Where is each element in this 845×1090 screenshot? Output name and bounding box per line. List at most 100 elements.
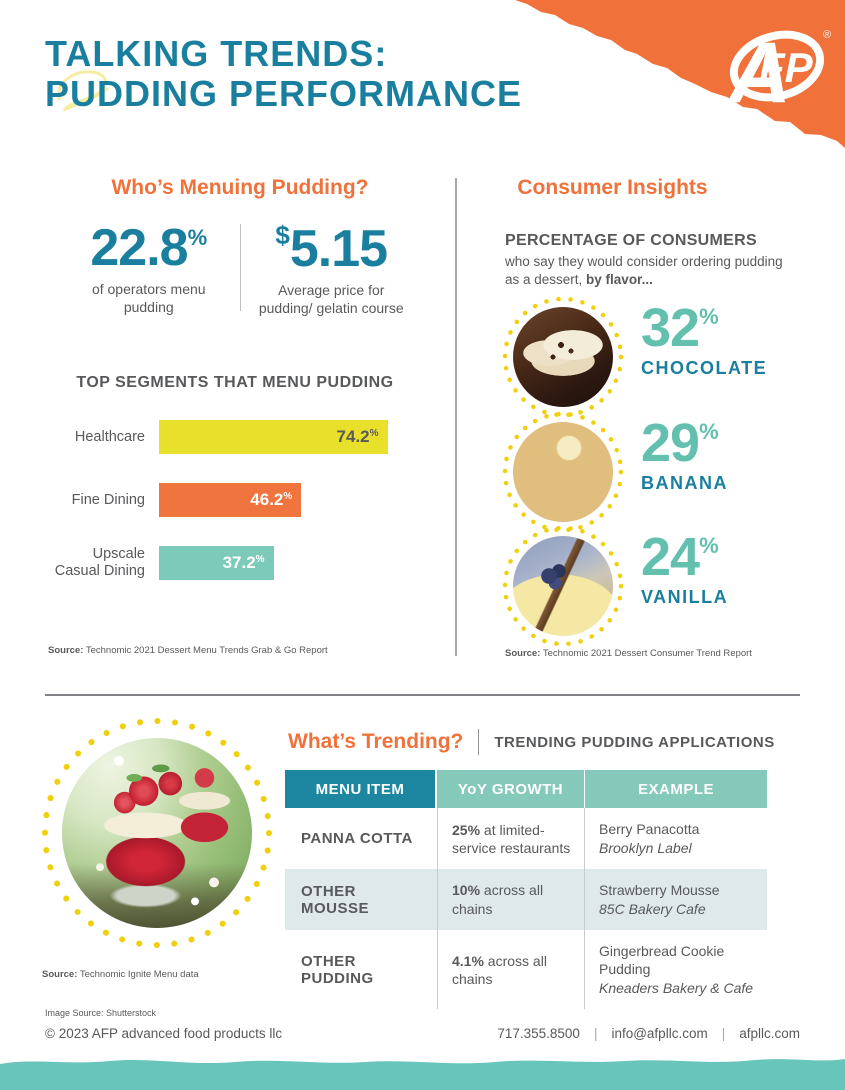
bar-track: 74.2% <box>159 420 467 454</box>
table-row: OTHER MOUSSE 10% across all chains Straw… <box>285 868 767 930</box>
page-title-line1: TALKING TRENDS: <box>45 33 388 74</box>
contact-separator: | <box>593 1026 598 1041</box>
yellow-doodle <box>57 70 110 112</box>
vanilla-photo-circle <box>501 524 625 648</box>
banana-photo-circle <box>501 410 625 534</box>
bar-value: 46.2% <box>250 490 293 509</box>
bar-label: Fine Dining <box>71 491 145 508</box>
bar-row-upscale-casual: Upscale Casual Dining 37.2% <box>45 546 470 580</box>
menuing-section-heading: Who’s Menuing Pudding? <box>111 176 369 199</box>
stat-avg-price-value: $5.15 <box>275 220 388 278</box>
strawberry-pudding-photo <box>62 738 252 928</box>
insights-section-heading: Consumer Insights <box>517 176 708 199</box>
afp-logo-letters-fp: FP <box>759 44 814 91</box>
flavor-chocolate-value: 32% <box>641 298 719 358</box>
bar-value: 37.2% <box>222 553 265 572</box>
website-url: afpllc.com <box>739 1026 800 1041</box>
bar-value: 74.2% <box>336 427 379 446</box>
stat-operators: 22.8% of operators menu pudding <box>58 218 240 317</box>
chocolate-photo-circle <box>501 295 625 419</box>
page-title-line2: PUDDING PERFORMANCE <box>45 72 523 114</box>
section-divider <box>45 694 800 696</box>
email-address: info@afpllc.com <box>611 1026 708 1041</box>
stat-avg-price-label: Average price for pudding/ gelatin cours… <box>258 282 404 317</box>
table-row: PANNA COTTA 25% at limited-service resta… <box>285 808 767 869</box>
flavor-vanilla-text: 24% VANILLA <box>641 524 728 648</box>
growth-cell: 25% at limited-service restaurants <box>437 808 585 869</box>
column-header-menu-item: MENU ITEM <box>285 770 437 808</box>
bar-upscale-casual: 37.2% <box>159 546 274 580</box>
menu-item-cell: PANNA COTTA <box>301 830 413 848</box>
growth-cell: 10% across all chains <box>437 868 585 930</box>
column-header-yoy-growth: YoY GROWTH <box>437 770 585 808</box>
teal-footer-band <box>0 1059 845 1090</box>
menuing-source: Source: Technomic 2021 Dessert Menu Tren… <box>48 645 328 656</box>
dotted-ring <box>502 296 624 418</box>
flavor-banana: 29% BANANA <box>501 410 728 534</box>
bar-label: Upscale Casual Dining <box>54 546 145 579</box>
stat-avg-price: $5.15 Average price for pudding/ gelatin… <box>241 218 423 317</box>
stats-divider <box>239 224 241 312</box>
dollar-sign: $ <box>275 220 290 250</box>
flavor-vanilla-name: VANILLA <box>641 587 729 608</box>
trending-heading-divider <box>478 729 480 755</box>
stat-operators-value: 22.8% <box>90 219 208 277</box>
example-cell: Berry Panacotta Brooklyn Label <box>599 821 700 856</box>
table-row: OTHER PUDDING 4.1% across all chains Gin… <box>285 929 767 1010</box>
column-divider <box>455 178 457 656</box>
flavor-banana-value: 29% <box>641 413 719 473</box>
column-header-example: EXAMPLE <box>585 770 767 808</box>
insights-intro-line1: who say they would consider ordering pud… <box>505 254 783 269</box>
bar-row-healthcare: Healthcare 74.2% <box>45 420 470 454</box>
image-source-credit: Image Source: Shutterstock <box>45 1008 157 1018</box>
bar-label: Healthcare <box>74 428 145 445</box>
flavor-chocolate-text: 32% CHOCOLATE <box>641 295 767 419</box>
menuing-stats: 22.8% of operators menu pudding $5.15 Av… <box>58 218 422 317</box>
chart-title: TOP SEGMENTS THAT MENU PUDDING <box>76 374 394 391</box>
flavor-banana-name: BANANA <box>641 473 728 494</box>
insights-intro-lead: PERCENTAGE OF CONSUMERS <box>505 232 757 249</box>
bar-track: 37.2% <box>159 546 467 580</box>
example-cell: Gingerbread Cookie Pudding Kneaders Bake… <box>599 942 754 997</box>
segments-bar-chart: Healthcare 74.2% Fine Dining 46.2% Upsca… <box>45 420 470 609</box>
dotted-ring-large <box>42 718 272 948</box>
dotted-ring <box>502 525 624 647</box>
percent-sign: % <box>187 225 208 250</box>
stat-operators-label: of operators menu pudding <box>91 281 206 316</box>
flavor-vanilla: 24% VANILLA <box>501 524 728 648</box>
example-cell: Strawberry Mousse 85C Bakery Cafe <box>599 881 720 917</box>
bar-track: 46.2% <box>159 483 467 517</box>
insights-intro-line2: as a dessert, by flavor... <box>505 272 653 288</box>
menu-item-cell: OTHER PUDDING <box>301 952 374 987</box>
growth-cell: 4.1% across all chains <box>437 929 585 1010</box>
bar-row-fine-dining: Fine Dining 46.2% <box>45 483 470 517</box>
afp-logo: A FP ® <box>727 25 831 121</box>
chocolate-pudding-photo <box>513 307 613 407</box>
copyright-text: © 2023 AFP advanced food products llc <box>45 1026 283 1041</box>
dotted-ring <box>502 411 624 533</box>
flavor-banana-text: 29% BANANA <box>641 410 728 534</box>
menu-item-cell: OTHER MOUSSE <box>301 882 370 917</box>
flavor-vanilla-value: 24% <box>641 527 719 587</box>
bar-healthcare: 74.2% <box>159 420 388 454</box>
trending-source: Source: Technomic Ignite Menu data <box>42 969 199 980</box>
berry-photo-circle <box>38 714 276 952</box>
banana-pudding-photo <box>513 422 613 522</box>
table-header-row: MENU ITEM YoY GROWTH EXAMPLE <box>285 770 767 808</box>
bar-fine-dining: 46.2% <box>159 483 302 517</box>
flavor-chocolate: 32% CHOCOLATE <box>501 295 767 419</box>
insights-source: Source: Technomic 2021 Dessert Consumer … <box>505 648 752 659</box>
trending-header: What’s Trending? TRENDING PUDDING APPLIC… <box>288 729 775 755</box>
page-title: TALKING TRENDS: PUDDING PERFORMANCE <box>45 34 522 113</box>
registered-mark: ® <box>823 29 831 41</box>
phone-number: 717.355.8500 <box>497 1026 580 1041</box>
flavor-chocolate-name: CHOCOLATE <box>641 358 768 379</box>
insights-intro: PERCENTAGE OF CONSUMERS who say they wou… <box>505 232 805 289</box>
contact-separator: | <box>721 1026 726 1041</box>
trending-subheading: TRENDING PUDDING APPLICATIONS <box>494 733 775 751</box>
contact-info: 717.355.8500 | info@afpllc.com | afpllc.… <box>497 1026 800 1041</box>
trending-table: MENU ITEM YoY GROWTH EXAMPLE PANNA COTTA… <box>285 770 767 1010</box>
trending-heading: What’s Trending? <box>288 730 464 753</box>
vanilla-pudding-photo <box>513 536 613 636</box>
